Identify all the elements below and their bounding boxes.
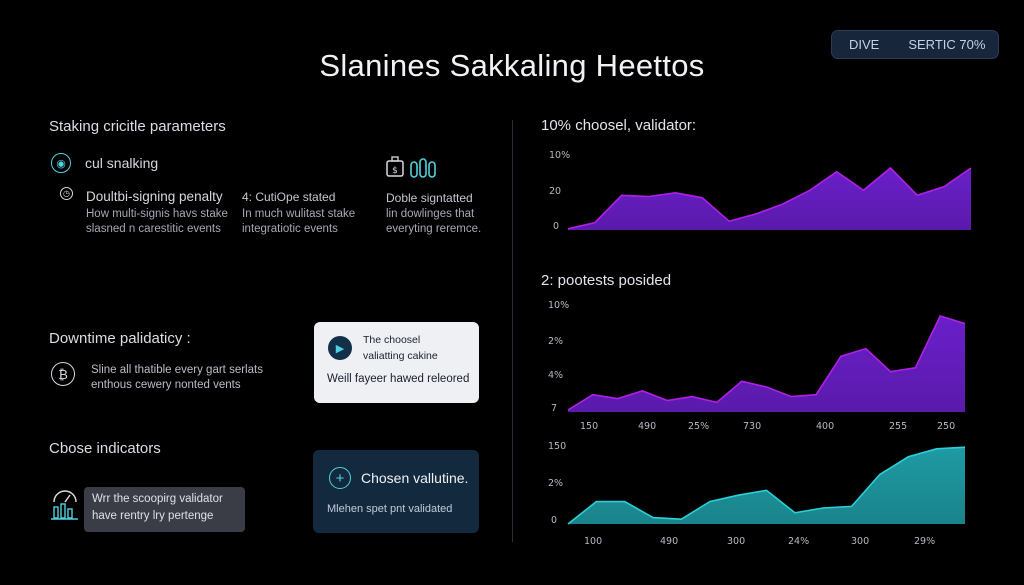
- col1-desc-1: How multi-signis havs stake: [86, 208, 228, 220]
- chart2-ytick: 7: [551, 403, 558, 414]
- chart3-xtick: 490: [660, 536, 679, 547]
- indicators-heading: Cbose indicators: [49, 440, 161, 457]
- badge-right-label: SERTIC 70%: [908, 37, 986, 52]
- chart3-xtick: 300: [851, 536, 870, 547]
- clock-icon: ◷: [60, 187, 73, 200]
- chart3-ytick: 2%: [548, 478, 564, 489]
- col2-title: 4: CutiOpe stated: [242, 190, 336, 204]
- chosen-sub: Mlehen spet pnt validated: [327, 503, 453, 515]
- chart2-area: [568, 316, 965, 412]
- chart2-xtick: 730: [743, 421, 762, 432]
- col1-title: Doultbi-signing penalty: [86, 189, 223, 204]
- downtime-desc-1: Sline all thatible every gart serlats: [91, 364, 263, 376]
- page-title: Slanines Sakkaling Heettos: [319, 48, 705, 83]
- chart-2: [567, 315, 966, 412]
- chart1-line: [567, 166, 972, 230]
- svg-text:$: $: [392, 166, 398, 176]
- col2-desc-1: In much wulitast stake: [242, 208, 356, 220]
- chart3-xtick: 100: [584, 536, 603, 547]
- chart2-xtick: 25%: [688, 421, 710, 432]
- chart2-title: 2: pootests posided: [541, 272, 672, 289]
- downtime-heading: Downtime palidaticy :: [49, 330, 191, 347]
- gauge-icon: [51, 490, 78, 520]
- coin-ring-icon: ◉: [51, 153, 71, 173]
- divider: [512, 120, 513, 542]
- plus-circle-icon: +: [329, 467, 351, 489]
- bars-icon: [410, 161, 418, 178]
- briefcase-bars-icon: $: [386, 156, 436, 178]
- chart-1: [567, 166, 972, 230]
- chart3-xtick: 29%: [914, 536, 936, 547]
- chart1-ytick: 0: [553, 221, 560, 232]
- chart-3: [567, 446, 966, 525]
- chart3-ytick: 0: [551, 515, 558, 526]
- bitcoin-icon: ₿: [51, 362, 75, 386]
- chosen-validator-card[interactable]: + Chosen vallutine. Mlehen spet pnt vali…: [313, 450, 479, 533]
- col1-desc-2: slasned n carestitic events: [86, 223, 221, 235]
- chart2-ytick: 2%: [548, 336, 564, 347]
- chart1-area: [568, 168, 971, 230]
- downtime-desc-2: enthous cewery nonted vents: [91, 379, 241, 391]
- indicator-line-1: Wrr the scoopirg validator: [92, 493, 223, 505]
- col3-title: Doble signtatted: [386, 191, 473, 205]
- indicator-box[interactable]: Wrr the scoopirg validator have rentry l…: [84, 487, 245, 532]
- status-badge[interactable]: DIVE SERTIC 70%: [831, 30, 999, 59]
- staking-params-heading: Staking cricitle parameters: [49, 118, 226, 135]
- chart1-title: 10% choosel, validator:: [541, 117, 697, 134]
- validator-card[interactable]: ▶ The choosel valiatting cakine Weill fa…: [314, 322, 479, 403]
- chart2-ytick: 10%: [548, 300, 570, 311]
- card-line-3: Weill fayeer hawed releored: [327, 373, 470, 385]
- badge-left-label: DIVE: [849, 37, 880, 52]
- chart1-ytick: 20: [549, 186, 562, 197]
- chart2-xtick: 255: [889, 421, 908, 432]
- col3-desc-2: everyting reremce.: [386, 223, 482, 235]
- chart3-area: [568, 447, 965, 524]
- chart3-xtick: 24%: [788, 536, 810, 547]
- card-line-1: The choosel: [363, 334, 421, 346]
- chart2-ytick: 4%: [548, 370, 564, 381]
- col2-desc-2: integratiotic events: [242, 223, 338, 235]
- play-icon: ▶: [328, 336, 352, 360]
- card-line-2: valiatting cakine: [363, 350, 438, 362]
- col3-desc-1: lin dowlinges that: [386, 208, 475, 220]
- chart1-ytick: 10%: [549, 150, 571, 161]
- chart2-xtick: 150: [580, 421, 599, 432]
- chart2-xtick: 250: [937, 421, 956, 432]
- chart2-line: [567, 315, 966, 411]
- chart2-xtick: 490: [638, 421, 657, 432]
- item-label: cul snalking: [85, 155, 159, 171]
- chart2-xtick: 400: [816, 421, 835, 432]
- indicator-line-2: have rentry lry pertenge: [92, 510, 214, 522]
- chosen-title: Chosen vallutine.: [361, 470, 469, 486]
- chart3-ytick: 150: [548, 441, 567, 452]
- chart3-xtick: 300: [727, 536, 746, 547]
